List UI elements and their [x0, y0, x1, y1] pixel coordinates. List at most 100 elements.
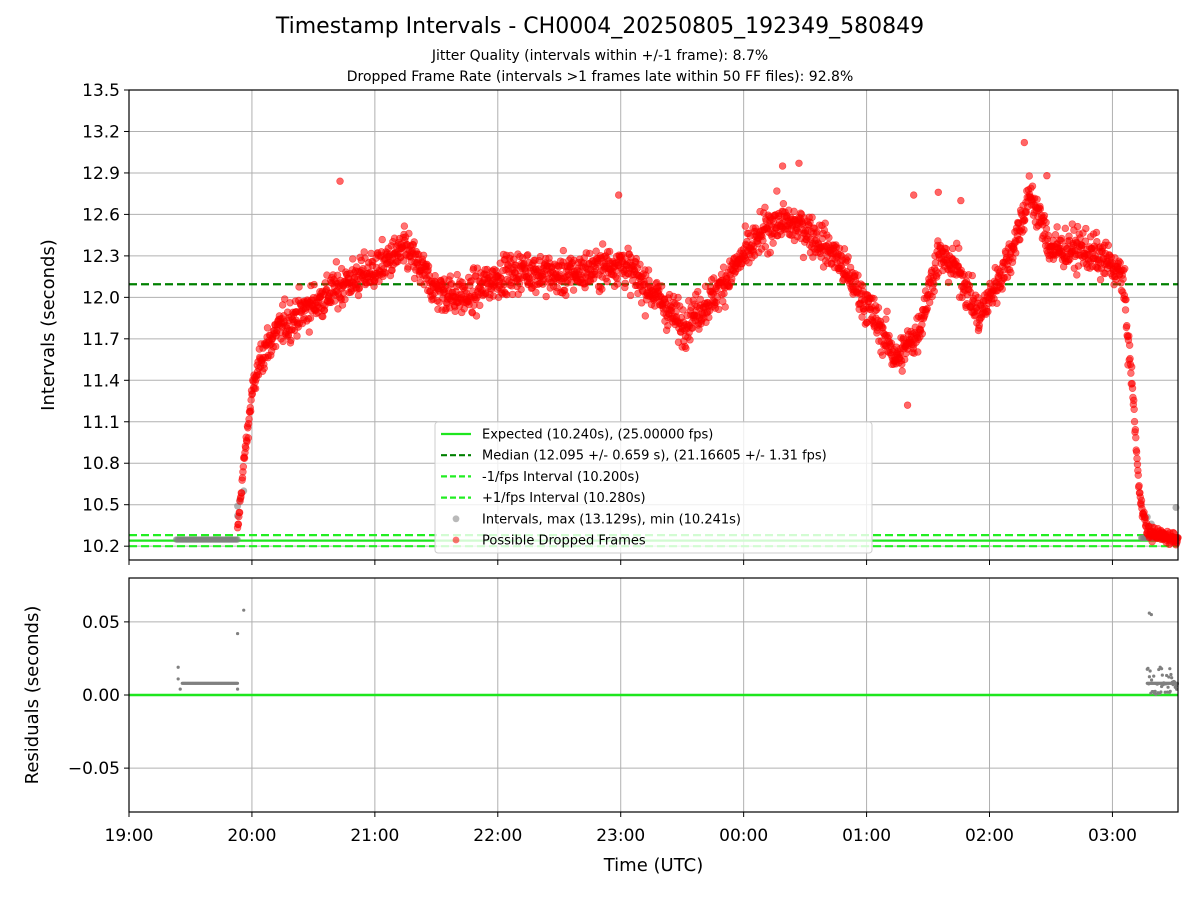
x-tick-label: 03:00: [1088, 826, 1137, 846]
intervals-y-axis-label: Intervals (seconds): [38, 239, 59, 411]
dropped-frame-point: [332, 258, 341, 266]
dropped-frame-point: [686, 336, 694, 344]
dropped-frame-point: [761, 203, 769, 212]
interval-points: [172, 138, 1182, 549]
residual-point: [1155, 682, 1159, 686]
dropped-frame-point: [1132, 448, 1141, 456]
dropped-frame-point: [559, 246, 568, 255]
dropped-frame-point: [1021, 216, 1029, 224]
residual-point: [1160, 667, 1164, 671]
dropped-frame-point: [1092, 228, 1101, 237]
dropped-frame-point: [705, 313, 713, 322]
dropped-frame-point: [930, 287, 938, 295]
y-tick-label: 13.2: [82, 122, 120, 142]
dropped-frame-point: [621, 279, 629, 287]
dropped-frame-point: [1025, 172, 1033, 180]
dropped-frame-point: [887, 339, 896, 348]
dropped-frame-point: [993, 299, 1001, 307]
dropped-frame-point: [263, 324, 272, 332]
dropped-frame-point: [682, 344, 690, 353]
y-tick-label: 11.4: [82, 371, 120, 391]
dropped-frame-point: [305, 328, 313, 336]
dropped-frame-point: [840, 245, 849, 253]
dropped-frame-point: [641, 312, 650, 320]
residual-point: [1147, 675, 1152, 679]
dropped-frame-point: [885, 331, 893, 340]
dropped-frame-point: [645, 276, 653, 285]
dropped-frame-point: [1007, 268, 1015, 277]
dropped-frame-point: [341, 295, 349, 304]
residual-point: [1146, 666, 1150, 671]
residual-point: [1167, 675, 1171, 679]
legend-box: [434, 421, 873, 554]
dropped-frame-point: [984, 307, 992, 316]
dropped-frame-point: [378, 235, 386, 244]
dropped-frame-point: [1073, 222, 1082, 231]
x-axis-label: Time (UTC): [603, 855, 704, 876]
dropped-frame-point: [1057, 234, 1066, 243]
dropped-frame-point: [1104, 241, 1113, 250]
dropped-frame-point: [1122, 295, 1130, 304]
y-tick-label: 11.7: [82, 330, 120, 350]
dropped-frame-point: [914, 348, 922, 356]
dropped-frame-point: [472, 312, 481, 320]
dropped-frame-point: [808, 213, 816, 222]
dropped-frame-point: [813, 228, 821, 236]
dropped-frame-rate-subtitle: Dropped Frame Rate (intervals >1 frames …: [346, 69, 854, 85]
dropped-frame-point: [719, 263, 728, 271]
jitter-quality-subtitle: Jitter Quality (intervals within +/-1 fr…: [431, 48, 769, 64]
dropped-frame-point: [657, 282, 666, 290]
dropped-frame-point: [431, 271, 439, 280]
dropped-frame-point: [614, 191, 623, 199]
x-tick-label: 02:00: [965, 826, 1014, 846]
legend-swatch: [452, 515, 460, 523]
dropped-frame-point: [694, 287, 702, 296]
dropped-frame-point: [934, 188, 942, 196]
dropped-frame-point: [271, 342, 280, 351]
dropped-frame-point: [399, 257, 408, 265]
residual-point: [1172, 680, 1177, 684]
dropped-frame-point: [1134, 471, 1142, 479]
dropped-frame-point: [644, 266, 653, 274]
y-tick-label: 10.2: [82, 537, 120, 557]
dropped-frame-point: [524, 251, 532, 259]
dropped-frame-point: [955, 244, 963, 252]
dropped-frame-point: [910, 191, 918, 199]
dropped-frame-point: [795, 159, 803, 167]
residuals-axes: 0.05 0.00 −0.05 19:00 20:00 21:00 22:00 23:00 00…: [22, 577, 1179, 876]
dropped-frame-point: [532, 288, 540, 297]
dropped-frame-point: [1130, 396, 1138, 405]
residual-point: [242, 608, 246, 612]
dropped-frame-point: [1053, 223, 1061, 231]
residual-point: [176, 677, 180, 681]
dropped-frame-point: [405, 229, 413, 238]
dropped-frame-point: [1132, 433, 1140, 442]
dropped-frame-point: [790, 207, 798, 216]
dropped-frame-point: [714, 305, 723, 314]
residual-point: [1147, 682, 1151, 686]
dropped-frame-point: [603, 277, 611, 286]
residual-point: [1160, 673, 1164, 677]
intervals-plot-frame: [128, 89, 1179, 561]
dropped-frame-point: [260, 364, 268, 373]
interval-point: [234, 536, 241, 543]
residual-point: [1157, 667, 1161, 672]
dropped-frame-point: [1042, 225, 1051, 233]
intervals-axes: 10.2 10.5 10.8 11.1 11.4 11.7 12.0 12.3 12.6 12.9…: [38, 81, 1182, 565]
dropped-frame-point: [944, 278, 953, 287]
legend-label: -1/fps Interval (10.200s): [482, 470, 639, 485]
dropped-frame-point: [766, 248, 774, 257]
dropped-frame-point: [1133, 460, 1142, 469]
dropped-frame-point: [1131, 426, 1140, 434]
dropped-frame-point: [1119, 275, 1127, 283]
residual-point: [1149, 678, 1154, 682]
dropped-frame-point: [883, 307, 891, 316]
residual-point: [178, 687, 182, 691]
dropped-frame-point: [360, 248, 368, 256]
legend-label: Expected (10.240s), (25.00000 fps): [482, 428, 713, 443]
residual-point: [1148, 669, 1152, 673]
dropped-frame-point: [710, 274, 718, 282]
y-tick-label: 12.6: [82, 205, 120, 225]
dropped-frame-point: [1073, 271, 1081, 279]
dropped-frame-point: [903, 401, 912, 409]
